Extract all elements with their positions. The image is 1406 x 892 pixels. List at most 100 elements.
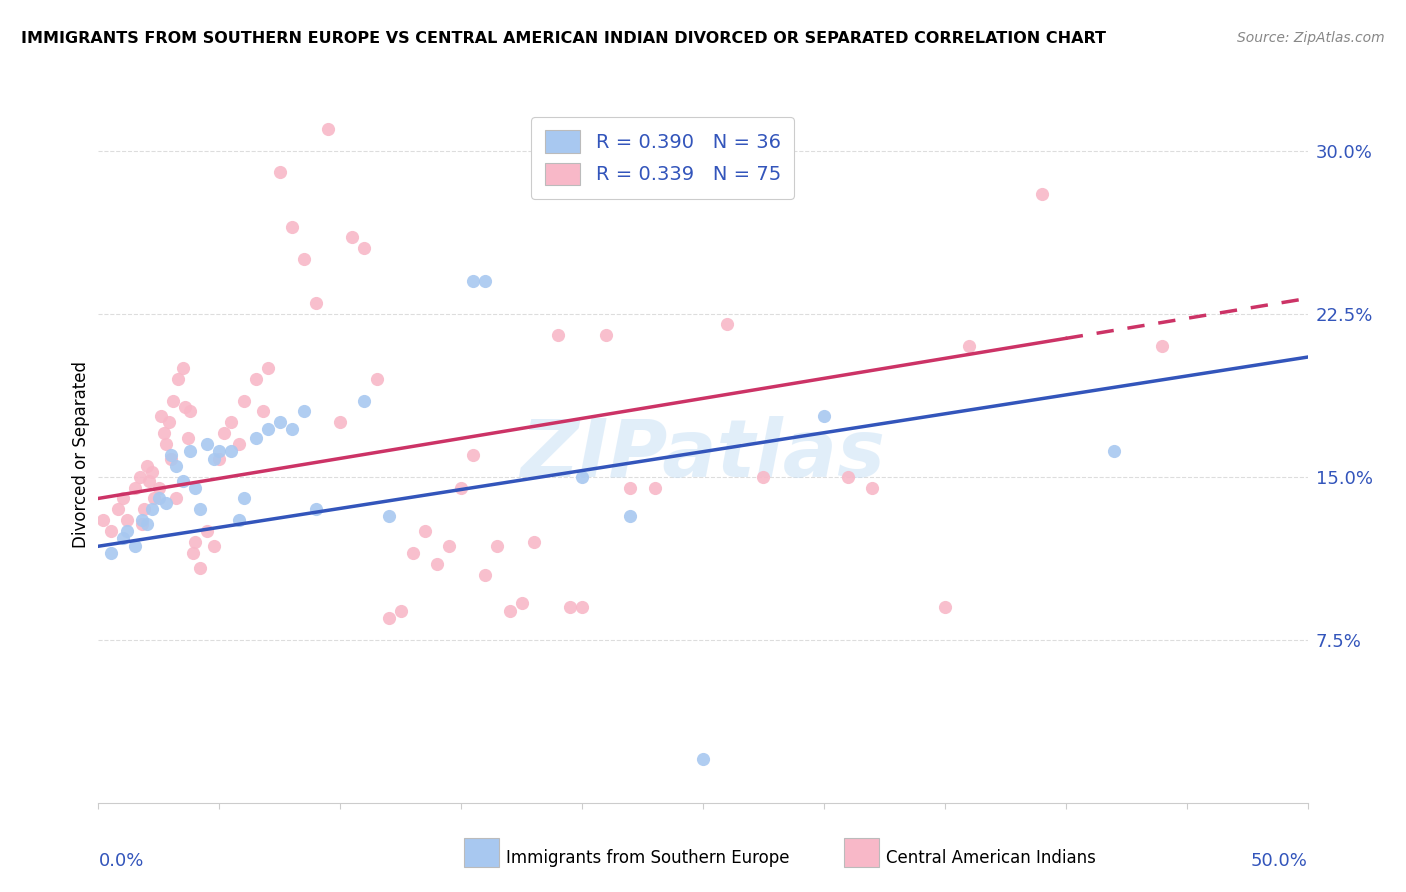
Point <box>165 491 187 506</box>
Point <box>155 437 177 451</box>
Y-axis label: Divorced or Separated: Divorced or Separated <box>72 361 90 549</box>
Point <box>124 539 146 553</box>
Point <box>571 600 593 615</box>
Point <box>184 535 207 549</box>
Point <box>523 535 546 549</box>
Point <box>181 546 204 560</box>
Point <box>256 360 278 375</box>
Point <box>426 557 449 571</box>
Point <box>228 513 250 527</box>
Point <box>402 546 425 560</box>
Point <box>292 252 315 267</box>
Point <box>474 274 496 288</box>
Point <box>141 466 163 480</box>
Point <box>100 546 122 560</box>
Point <box>292 404 315 418</box>
Point <box>510 596 533 610</box>
Point <box>117 513 139 527</box>
Point <box>269 165 291 179</box>
Point <box>437 539 460 553</box>
Point <box>571 469 593 483</box>
Point <box>135 517 157 532</box>
Point <box>619 481 641 495</box>
Point <box>860 481 883 495</box>
Point <box>221 415 243 429</box>
Point <box>245 431 267 445</box>
Point <box>184 481 207 495</box>
Point <box>377 508 399 523</box>
Point <box>316 121 339 136</box>
Point <box>188 561 211 575</box>
Point <box>716 318 738 332</box>
Text: ZIPatlas: ZIPatlas <box>520 416 886 494</box>
Point <box>329 415 352 429</box>
Point <box>305 295 328 310</box>
Text: 50.0%: 50.0% <box>1251 852 1308 870</box>
Point <box>152 426 174 441</box>
Point <box>117 524 139 538</box>
Point <box>957 339 980 353</box>
Point <box>463 274 485 288</box>
Point <box>174 400 197 414</box>
Point <box>135 458 157 473</box>
Point <box>204 452 226 467</box>
Point <box>172 360 194 375</box>
Point <box>450 481 472 495</box>
Point <box>245 372 267 386</box>
Point <box>167 372 190 386</box>
Point <box>177 431 200 445</box>
Point <box>148 491 170 506</box>
Point <box>232 491 254 506</box>
Point <box>474 567 496 582</box>
Point <box>692 752 714 766</box>
Point <box>619 508 641 523</box>
Point <box>486 539 509 553</box>
Point <box>160 452 183 467</box>
Point <box>131 513 153 527</box>
Point <box>305 502 328 516</box>
Point <box>837 469 859 483</box>
Text: 0.0%: 0.0% <box>98 852 143 870</box>
Point <box>281 219 304 234</box>
Point <box>165 458 187 473</box>
Text: IMMIGRANTS FROM SOUTHERN EUROPE VS CENTRAL AMERICAN INDIAN DIVORCED OR SEPARATED: IMMIGRANTS FROM SOUTHERN EUROPE VS CENTR… <box>21 31 1107 46</box>
Legend: R = 0.390   N = 36, R = 0.339   N = 75: R = 0.390 N = 36, R = 0.339 N = 75 <box>531 117 794 199</box>
Point <box>413 524 436 538</box>
Point <box>366 372 388 386</box>
Point <box>91 513 114 527</box>
Point <box>111 491 134 506</box>
Point <box>157 415 180 429</box>
Point <box>353 393 375 408</box>
Point <box>256 422 278 436</box>
Text: Central American Indians: Central American Indians <box>886 849 1095 867</box>
Point <box>143 491 166 506</box>
Point <box>107 502 129 516</box>
Point <box>558 600 581 615</box>
Point <box>595 328 617 343</box>
Point <box>752 469 775 483</box>
Point <box>134 502 156 516</box>
Point <box>148 481 170 495</box>
Point <box>269 415 291 429</box>
Point <box>377 611 399 625</box>
Point <box>124 481 146 495</box>
Point <box>208 443 231 458</box>
Point <box>188 502 211 516</box>
Point <box>389 605 412 619</box>
Point <box>138 474 160 488</box>
Point <box>813 409 835 423</box>
Point <box>172 474 194 488</box>
Point <box>353 241 375 255</box>
Point <box>141 502 163 516</box>
Point <box>228 437 250 451</box>
Point <box>934 600 956 615</box>
Point <box>463 448 485 462</box>
Point <box>128 469 150 483</box>
Point <box>281 422 304 436</box>
Point <box>252 404 274 418</box>
Point <box>547 328 569 343</box>
Point <box>100 524 122 538</box>
Point <box>342 230 364 244</box>
Point <box>498 605 520 619</box>
Point <box>1102 443 1125 458</box>
